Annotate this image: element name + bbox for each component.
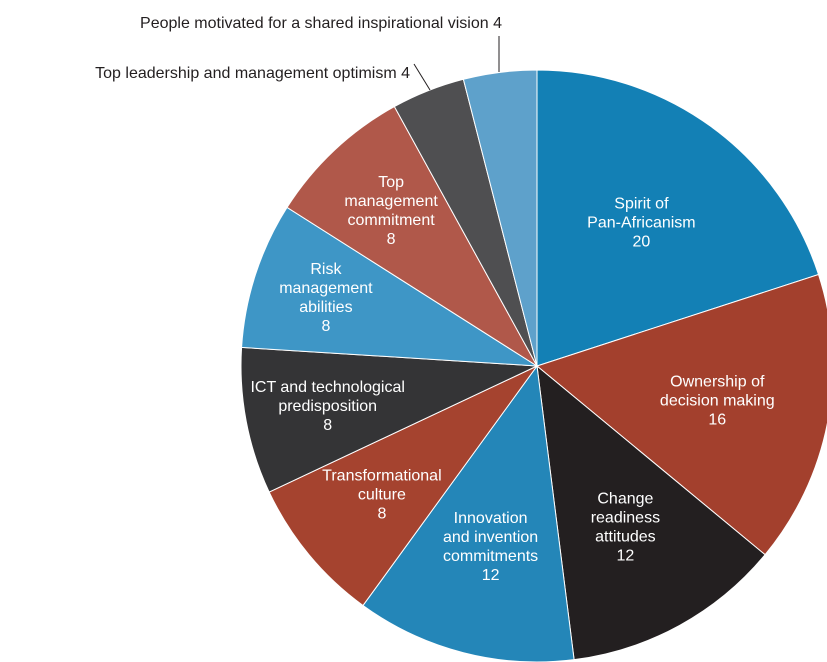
pie-slice-spirit-of-pan-africanism (536, 69, 820, 367)
slice-label-line: Spirit of (614, 195, 669, 212)
slice-label-line: Change (597, 490, 653, 507)
slice-label-risk-management-abilities: Risk management abilities 8 (279, 261, 373, 335)
pie-slice-ownership-of-decision-making (535, 273, 827, 556)
slice-value: 16 (708, 411, 726, 428)
pie-slice-people-motivated-for-a-shared-inspirational-vision (462, 69, 538, 367)
slice-label-ownership-of-decision-making: Ownership of decision making 16 (660, 373, 775, 428)
slice-label-line: Top (378, 174, 404, 191)
slice-label-line: predisposition (278, 398, 377, 415)
slice-label-line: and invention (443, 529, 538, 546)
slice-label-line: culture (358, 486, 406, 503)
slice-label-line: ICT and technological (250, 379, 404, 396)
slice-label-line: decision making (660, 392, 775, 409)
slice-label-line: attitudes (595, 528, 655, 545)
slice-label-line: management (344, 193, 438, 210)
slice-label-innovation-and-invention-commitments: Innovation and invention commitments 12 (443, 510, 538, 584)
slice-value: 20 (633, 233, 651, 250)
slice-label-ict-and-technological-predisposition: ICT and technological predisposition 8 (250, 379, 404, 434)
pie-slice-top-management-commitment (286, 105, 538, 367)
slice-value: 8 (377, 505, 386, 522)
slice-label-line: Risk (310, 261, 342, 278)
slice-value: 8 (387, 231, 396, 248)
slice-label-line: Innovation (454, 510, 528, 527)
slice-label-transformational-culture: Transformational culture 8 (322, 467, 441, 522)
slice-label-line: Pan-Africanism (587, 214, 695, 231)
slice-label-line: readiness (591, 509, 660, 526)
slice-label-line: Transformational (322, 467, 441, 484)
slice-label-line: abilities (299, 299, 352, 316)
pie-slice-change-readiness-attitudes (536, 364, 766, 661)
slice-label-top-management-commitment: Top management commitment 8 (344, 174, 438, 248)
slice-label-line: commitments (443, 548, 538, 565)
pie-slice-transformational-culture (268, 365, 538, 607)
slice-label-line: Ownership of (670, 373, 765, 390)
slice-value: 8 (323, 417, 332, 434)
slice-value: 12 (617, 547, 635, 564)
pie-slice-innovation-and-invention-commitments (362, 364, 575, 662)
slice-label-people-motivated-for-a-shared-inspirational-vision: People motivated for a shared inspiratio… (140, 15, 502, 32)
slice-label-line: management (279, 280, 373, 297)
leader-line-top-leadership-and-management-optimism (413, 63, 431, 91)
pie-labels: Spirit of Pan-Africanism 20 Ownership of dec… (95, 15, 775, 584)
pie-slices (240, 69, 827, 662)
slice-label-spirit-of-pan-africanism: Spirit of Pan-Africanism 20 (587, 195, 695, 250)
slice-label-top-leadership-and-management-optimism: Top leadership and management optimism 4 (95, 65, 410, 82)
slice-value: 12 (482, 567, 500, 584)
slice-label-line: commitment (348, 212, 436, 229)
pie-slice-risk-management-abilities (241, 206, 538, 367)
slice-label-change-readiness-attitudes: Change readiness attitudes 12 (591, 490, 660, 564)
pie-slice-ict-and-technological-predisposition (240, 346, 538, 493)
slice-value: 8 (321, 318, 330, 335)
